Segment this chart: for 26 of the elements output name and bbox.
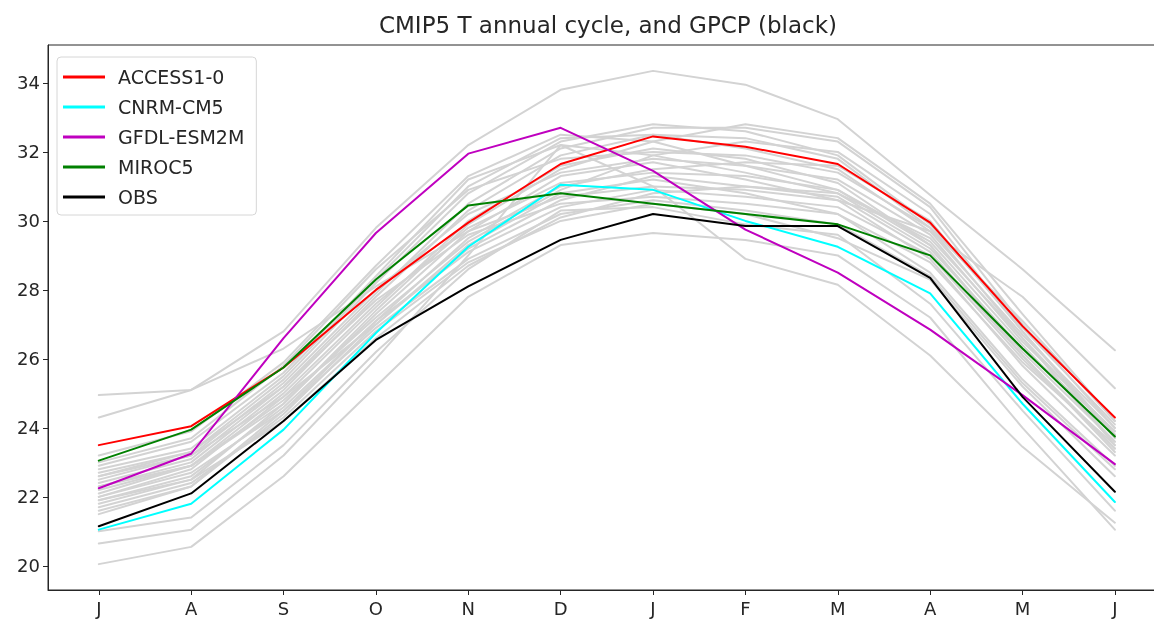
x-tick-label: M [1014, 597, 1031, 619]
y-tick-label: 32 [17, 141, 40, 163]
legend-label: ACCESS1-0 [118, 66, 225, 88]
x-tick-label: J [95, 597, 102, 619]
y-tick-label: 34 [17, 72, 40, 94]
x-tick-label: A [185, 597, 199, 619]
y-tick-label: 28 [17, 279, 40, 301]
legend-label: CNRM-CM5 [118, 96, 224, 118]
chart-title: CMIP5 T annual cycle, and GPCP (black) [378, 11, 838, 38]
x-tick-label: M [830, 597, 846, 619]
x-tick-label: N [461, 597, 476, 619]
y-tick-label: 20 [17, 555, 40, 577]
legend-label: MIROC5 [118, 156, 194, 178]
x-tick-label: J [649, 597, 656, 619]
y-tick-label: 22 [17, 486, 40, 508]
x-tick-label: D [553, 597, 568, 619]
y-tick-label: 24 [17, 417, 40, 439]
x-tick-label: A [923, 597, 937, 619]
y-tick-label: 30 [17, 210, 40, 232]
y-tick-label: 26 [17, 348, 40, 370]
x-tick-label: J [1111, 597, 1118, 619]
legend-label: GFDL-ESM2M [118, 126, 245, 148]
x-tick-label: F [740, 597, 751, 619]
legend-label: OBS [118, 186, 158, 208]
x-tick-label: O [368, 597, 383, 619]
x-tick-label: S [277, 597, 290, 619]
